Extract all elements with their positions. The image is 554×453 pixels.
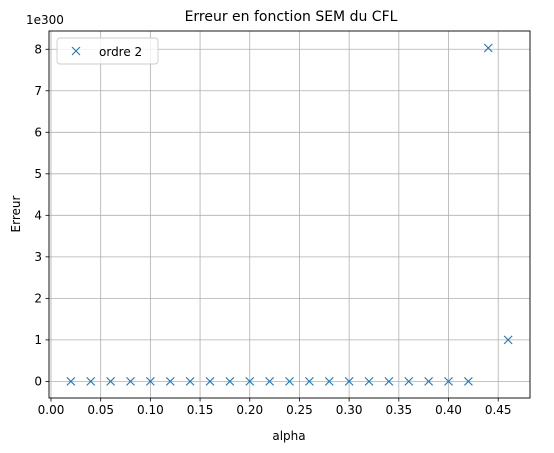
- data-point: [66, 377, 76, 386]
- data-point: [424, 377, 434, 386]
- data-point: [304, 377, 314, 386]
- x-tick-label: 0.35: [385, 403, 412, 417]
- data-point: [463, 377, 473, 386]
- data-point: [285, 377, 294, 386]
- x-tick-label: 0.20: [236, 403, 263, 417]
- y-tick-label: 3: [34, 250, 42, 264]
- x-tick-label: 0.30: [336, 403, 363, 417]
- x-tick-label: 0.10: [137, 403, 164, 417]
- y-tick-label: 6: [34, 126, 42, 140]
- axis-ticks: 0.00 0.05 0.10 0.15 0.20 0.25 0.30 0.35 0.40 0.45…: [34, 43, 511, 417]
- y-tick-label: 1: [34, 333, 42, 347]
- plot-frame: [48, 30, 531, 399]
- y-tick-label: 8: [34, 43, 42, 57]
- x-tick-label: 0.40: [435, 403, 462, 417]
- x-tick-label: 0.15: [187, 403, 214, 417]
- legend-box: [56, 37, 159, 65]
- data-point: [404, 377, 414, 386]
- legend-label-ordre-2: ordre 2: [99, 45, 142, 59]
- data-point: [225, 377, 235, 386]
- legend-marker-ordre-2: [71, 46, 81, 56]
- x-tick-label: 0.00: [38, 403, 65, 417]
- data-point: [245, 377, 255, 386]
- data-point: [384, 377, 394, 386]
- y-tick-label: 0: [34, 375, 42, 389]
- y-tick-label: 5: [34, 167, 42, 181]
- data-point: [165, 377, 175, 386]
- data-point: [364, 377, 374, 386]
- x-tick-label: 0.25: [286, 403, 313, 417]
- data-markers: [66, 43, 513, 386]
- y-offset-label: 1e300: [26, 13, 64, 27]
- data-point: [503, 335, 513, 345]
- grid: [49, 31, 530, 398]
- data-point: [205, 377, 215, 386]
- legend: ordre 2: [56, 37, 159, 65]
- y-tick-label: 2: [34, 292, 42, 306]
- data-point: [145, 377, 155, 386]
- data-point: [324, 377, 334, 386]
- y-tick-label: 4: [34, 209, 42, 223]
- x-tick-label: 0.05: [87, 403, 114, 417]
- data-point: [344, 377, 354, 386]
- data-point: [265, 377, 275, 386]
- data-point: [483, 43, 493, 53]
- x-axis-label: alpha: [272, 429, 305, 443]
- legend-marker-symbol: [71, 46, 81, 56]
- y-tick-label: 7: [34, 84, 42, 98]
- data-point: [106, 377, 116, 386]
- chart-title: Erreur en fonction SEM du CFL: [185, 9, 398, 25]
- data-point: [185, 377, 195, 386]
- y-axis-label: Erreur: [9, 195, 23, 232]
- x-tick-label: 0.45: [485, 403, 512, 417]
- data-point: [444, 377, 453, 386]
- data-point: [126, 377, 135, 386]
- data-point: [86, 377, 96, 386]
